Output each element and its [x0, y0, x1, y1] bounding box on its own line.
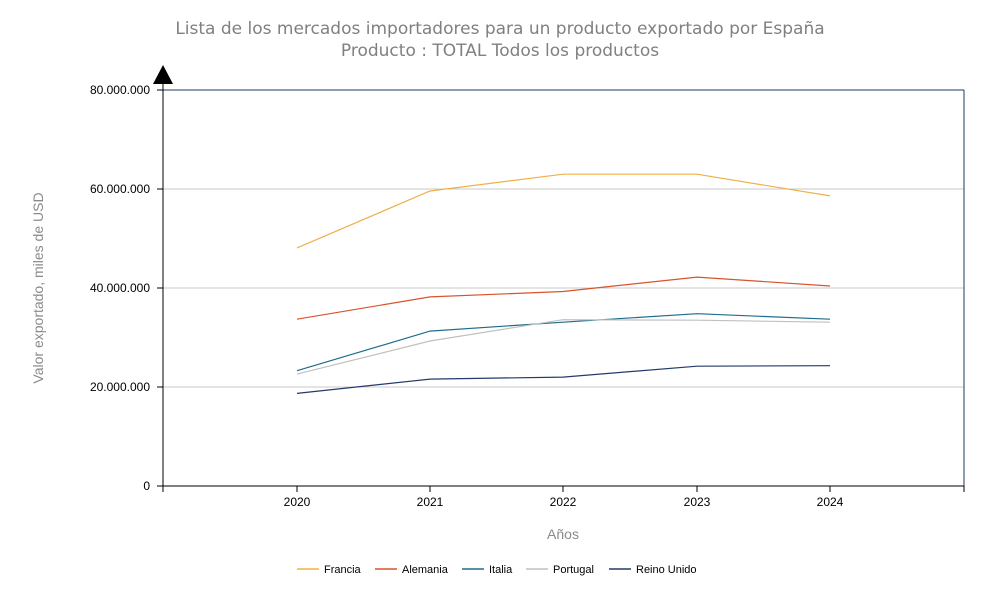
- y-axis-arrow-icon: [153, 65, 173, 84]
- x-axis-title: Años: [547, 526, 579, 542]
- series-line-italia: [296, 313, 831, 372]
- x-tick-label: 2023: [684, 495, 711, 509]
- series-line-alemania: [296, 276, 831, 320]
- chart-subtitle: Producto : TOTAL Todos los productos: [341, 41, 659, 61]
- x-tick-label: 2020: [284, 495, 311, 509]
- legend: Francia Alemania Italia Portugal Reino Unido: [297, 564, 697, 576]
- legend-item-alemania: Alemania: [375, 564, 449, 576]
- x-tick-label: 2024: [817, 495, 844, 509]
- x-tick-label: 2021: [417, 495, 444, 509]
- legend-item-portugal: Portugal: [526, 564, 594, 576]
- series-line-reino-unido: [296, 365, 831, 394]
- y-tick-label: 0: [143, 479, 150, 493]
- y-tick-label: 40.000.000: [90, 281, 150, 295]
- legend-label: Alemania: [402, 564, 449, 576]
- series-line-portugal: [296, 319, 831, 375]
- y-axis-title: Valor exportado, miles de USD: [30, 192, 46, 383]
- axes: [153, 65, 965, 492]
- grid-lines: [163, 188, 964, 388]
- series-lines: [296, 173, 831, 394]
- legend-label: Italia: [489, 564, 513, 576]
- y-tick-label: 20.000.000: [90, 380, 150, 394]
- y-tick-label: 80.000.000: [90, 83, 150, 97]
- legend-item-francia: Francia: [297, 564, 362, 576]
- tick-labels: 0 20.000.000 40.000.000 60.000.000 80.000.00…: [90, 83, 844, 509]
- legend-label: Reino Unido: [636, 564, 697, 576]
- legend-label: Francia: [324, 564, 362, 576]
- legend-label: Portugal: [553, 564, 594, 576]
- x-tick-label: 2022: [550, 495, 577, 509]
- chart-title: Lista de los mercados importadores para …: [175, 19, 824, 39]
- series-line-francia: [296, 173, 831, 249]
- y-tick-label: 60.000.000: [90, 182, 150, 196]
- legend-item-reino-unido: Reino Unido: [609, 564, 697, 576]
- legend-item-italia: Italia: [462, 564, 513, 576]
